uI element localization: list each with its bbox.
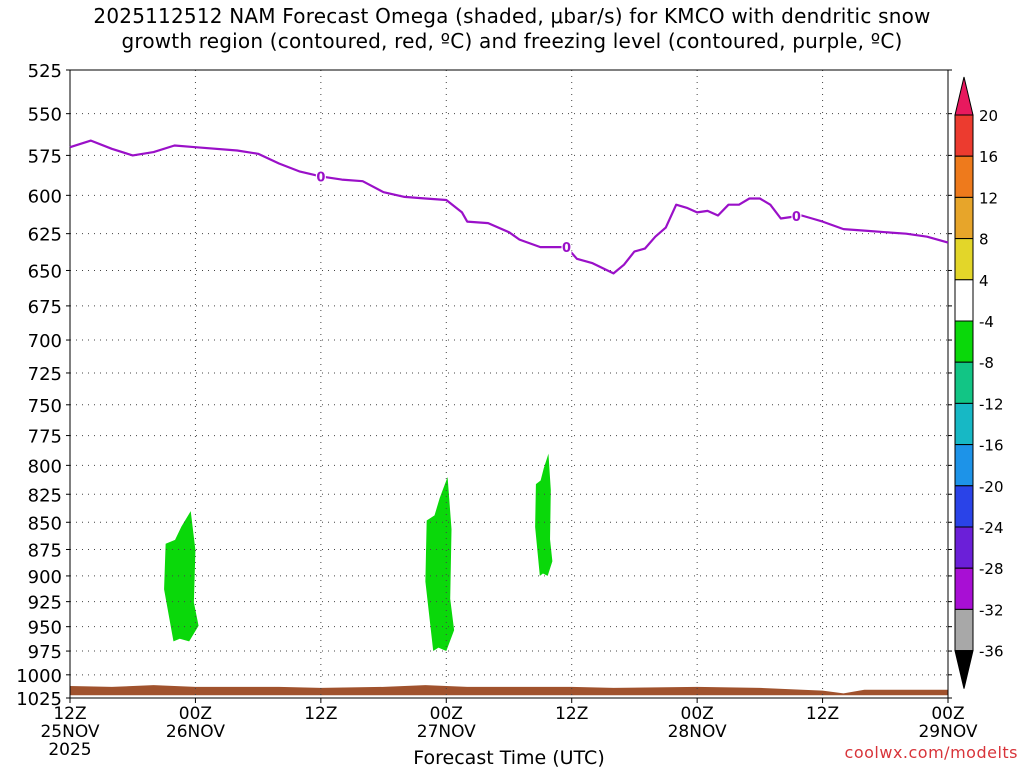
- colorbar-swatch: [954, 485, 974, 528]
- y-tick-label: 650: [28, 261, 62, 282]
- colorbar-label: 8: [979, 231, 989, 249]
- y-tick-label: 975: [28, 642, 62, 663]
- y-axis: 525 550 575 600 625 650 675 700 725 750 775 800 825 8…: [16, 61, 952, 710]
- terrain-fill: [70, 685, 948, 696]
- x-tick-label: 12Z: [304, 704, 337, 724]
- colorbar-label: -12: [979, 395, 1004, 413]
- colorbar-swatch: [954, 444, 974, 487]
- colorbar-swatch: [954, 155, 974, 198]
- colorbar-swatch: [954, 402, 974, 446]
- y-tick-label: 750: [28, 396, 62, 417]
- colorbar-swatch: [954, 608, 974, 652]
- colorbar-label: -16: [979, 437, 1004, 455]
- x-tick-date: 25NOV: [40, 722, 99, 742]
- x-tick-date: 29NOV: [918, 722, 977, 742]
- omega-shaded-layer: [164, 453, 553, 652]
- y-tick-label: 850: [28, 513, 62, 534]
- colorbar-swatch: [954, 526, 974, 569]
- colorbar-label: -32: [979, 601, 1004, 619]
- colorbar-label: -20: [979, 478, 1004, 496]
- omega-region-2: [425, 477, 455, 652]
- x-tick-label: 12Z: [53, 704, 86, 724]
- y-tick-label: 775: [28, 427, 62, 448]
- terrain-layer: [70, 685, 948, 696]
- credit-text: coolwx.com/modelts: [844, 743, 1018, 762]
- y-tick-label: 950: [28, 618, 62, 639]
- freezing-level-line: [69, 139, 949, 275]
- colorbar-label: 4: [979, 272, 989, 290]
- colorbar-label: -4: [979, 313, 994, 331]
- y-tick-label: 800: [28, 456, 62, 477]
- x-tick-label: 00Z: [931, 704, 964, 724]
- colorbar-top-arrow: [954, 76, 974, 116]
- colorbar-bottom-arrow: [954, 650, 974, 689]
- x-tick-label: 12Z: [555, 704, 588, 724]
- y-tick-label: 550: [28, 105, 62, 126]
- colorbar-swatch: [954, 320, 974, 363]
- y-tick-label: 575: [28, 146, 62, 167]
- x-tick-date: 27NOV: [417, 722, 476, 742]
- plot-area: [70, 70, 948, 698]
- y-tick-label: 900: [28, 567, 62, 588]
- x-axis-title: Forecast Time (UTC): [413, 747, 604, 768]
- y-tick-label: 625: [28, 225, 62, 246]
- colorbar-label: 12: [979, 189, 998, 207]
- freezing-level-layer: 0 0 0: [69, 139, 949, 275]
- omega-region-1: [164, 511, 199, 642]
- plot-frame: [69, 69, 949, 699]
- colorbar-label: -8: [979, 354, 994, 372]
- omega-region-3: [535, 453, 553, 576]
- freezing-level-label-bg: [561, 240, 572, 255]
- colorbar-label: 20: [979, 107, 998, 125]
- colorbar: 20 16 12 8 4 -4 -8 -12 -16 -20 -24 -28 -32 -36: [954, 76, 1004, 689]
- x-tick-label: 00Z: [430, 704, 463, 724]
- y-tick-label: 525: [28, 61, 62, 82]
- y-tick-label: 1000: [16, 666, 62, 687]
- plot-background: [70, 70, 948, 698]
- x-tick-date: 26NOV: [166, 722, 225, 742]
- y-tick-label: 825: [28, 485, 62, 506]
- freezing-level-label: 0: [792, 210, 801, 225]
- chart-title-line1: 2025112512 NAM Forecast Omega (shaded, μ…: [93, 4, 931, 28]
- freezing-level-label-bg: [791, 209, 802, 224]
- x-tick-label: 12Z: [806, 704, 839, 724]
- x-tick-label: 00Z: [681, 704, 714, 724]
- y-tick-label: 675: [28, 297, 62, 318]
- y-tick-label: 600: [28, 186, 62, 207]
- y-tick-label: 925: [28, 593, 62, 614]
- x-tick-year: 2025: [48, 740, 91, 760]
- chart-title: 2025112512 NAM Forecast Omega (shaded, μ…: [0, 4, 1024, 54]
- colorbar-swatch: [954, 114, 974, 157]
- colorbar-label: -28: [979, 560, 1004, 578]
- grid-layer: [69, 69, 949, 699]
- x-tick-date: 28NOV: [668, 722, 727, 742]
- y-tick-label: 875: [28, 540, 62, 561]
- colorbar-label: -24: [979, 519, 1004, 537]
- colorbar-swatch: [954, 238, 974, 281]
- chart-title-line2: growth region (contoured, red, ºC) and f…: [121, 29, 903, 53]
- colorbar-swatch: [954, 361, 974, 404]
- colorbar-swatch: [954, 279, 974, 322]
- colorbar-label: -36: [979, 643, 1004, 661]
- colorbar-swatch: [954, 567, 974, 610]
- freezing-level-label: 0: [316, 170, 325, 185]
- freezing-level-label-bg: [315, 169, 326, 184]
- y-tick-label: 700: [28, 331, 62, 352]
- y-tick-label: 725: [28, 364, 62, 385]
- freezing-level-label: 0: [562, 241, 571, 256]
- y-tick-label: 1025: [16, 689, 62, 710]
- x-tick-label: 00Z: [179, 704, 212, 724]
- colorbar-label: 16: [979, 148, 998, 166]
- colorbar-swatch: [954, 196, 974, 240]
